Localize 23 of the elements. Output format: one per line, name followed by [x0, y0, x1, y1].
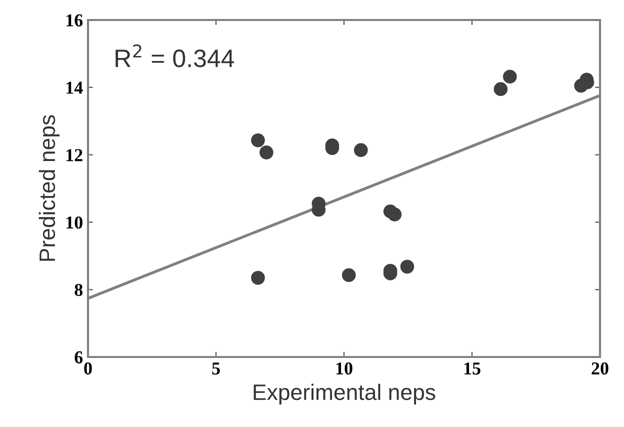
- y-tick-label: 10: [66, 216, 82, 229]
- x-tick-label: 5: [212, 362, 220, 375]
- point: [251, 133, 265, 148]
- point: [342, 268, 356, 282]
- y-tick-label: 14: [66, 82, 83, 94]
- y-axis-title: Predicted neps: [38, 115, 60, 261]
- y-tick-label: 8: [74, 284, 83, 296]
- x-tick-label: 10: [336, 362, 352, 375]
- annotation: R$^{2}$ = 0.344: [116, 44, 234, 68]
- point: [388, 208, 402, 222]
- point: [251, 270, 265, 285]
- point: [502, 70, 517, 84]
- point: [400, 260, 414, 274]
- point: [494, 82, 508, 96]
- y-tick-label: 6: [74, 351, 83, 364]
- x-tick-label: 20: [592, 362, 608, 375]
- x-tick-label: 0: [84, 362, 92, 375]
- x-axis-title: Experimental neps: [254, 384, 436, 405]
- x-tick-label: 15: [464, 362, 480, 375]
- point: [260, 146, 274, 160]
- y-tick-label: 12: [66, 149, 82, 162]
- y-tick-label: 16: [66, 14, 83, 26]
- point: [354, 143, 368, 157]
